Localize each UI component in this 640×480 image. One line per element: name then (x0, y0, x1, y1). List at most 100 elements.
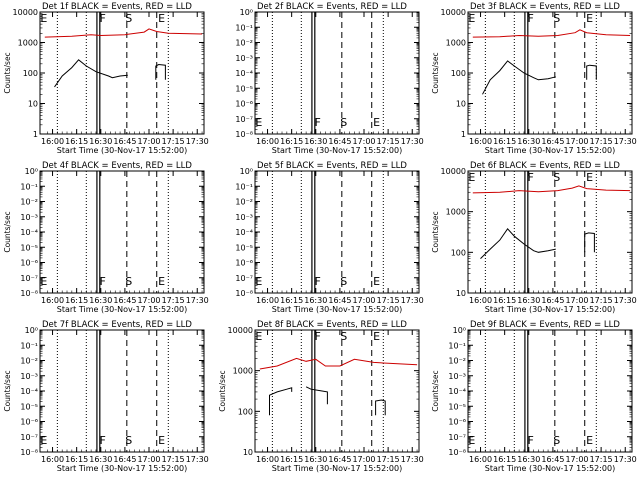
y-tick-label: 10⁰ (25, 167, 38, 176)
y-axis-label: Counts/sec (431, 52, 440, 93)
x-tick-label: 16:15 (280, 455, 303, 464)
x-tick-label: 16:00 (256, 455, 279, 464)
x-tick-label: 16:15 (65, 137, 88, 146)
phase-marker-f: F (528, 171, 534, 184)
events-series-line (54, 59, 166, 88)
plot-frame (39, 170, 205, 294)
phase-marker-s: S (553, 434, 560, 447)
y-tick-label: 10⁻⁶ (20, 259, 38, 268)
x-axis-label: Start Time (30-Nov-17 15:52:00) (485, 464, 615, 473)
y-tick-label: 1000 (446, 39, 466, 48)
y-tick-label: 10⁻² (20, 198, 38, 207)
y-tick-label: 10⁰ (453, 326, 466, 335)
y-tick-label: 10 (456, 289, 466, 298)
det-panel-4: Det 4f BLACK = Events, RED = LLD 10⁻⁸ 10⁻⁷… (3, 161, 209, 314)
y-tick-label: 10⁻³ (20, 372, 38, 381)
phase-marker-s: S (125, 275, 132, 288)
x-tick-label: 17:30 (614, 296, 637, 305)
x-tick-label: 16:00 (41, 137, 64, 146)
phase-marker-e: E (255, 116, 262, 129)
x-tick-label: 17:30 (401, 137, 424, 146)
x-tick-label: 16:45 (328, 455, 351, 464)
lld-series-line (472, 29, 631, 38)
x-tick-label: 16:45 (113, 455, 136, 464)
lld-series-line (259, 357, 418, 370)
phase-marker-s: S (553, 12, 560, 25)
x-tick-label: 16:30 (89, 137, 112, 146)
x-tick-label: 17:15 (377, 296, 400, 305)
x-tick-label: 17:00 (565, 296, 588, 305)
x-tick-label: 17:15 (590, 455, 613, 464)
det-panel-9: Det 9f BLACK = Events, RED = LLD 10⁻⁸ 10⁻⁷… (431, 320, 637, 473)
x-tick-label: 16:15 (65, 296, 88, 305)
x-tick-label: 16:00 (256, 137, 279, 146)
y-tick-label: 10⁻⁴ (235, 228, 253, 237)
x-axis-label: Start Time (30-Nov-17 15:52:00) (485, 146, 615, 155)
events-series-line (269, 386, 386, 416)
phase-marker-f: F (528, 434, 534, 447)
events-series-line (482, 60, 597, 95)
y-tick-label: 10⁻³ (448, 372, 466, 381)
plot-frame (254, 11, 420, 135)
det-panel-8: Det 8f BLACK = Events, RED = LLD 10 100 100… (218, 320, 424, 473)
x-tick-label: 16:15 (493, 296, 516, 305)
phase-marker-s: S (125, 12, 132, 25)
phase-marker-f: F (100, 275, 106, 288)
x-tick-label: 16:00 (41, 296, 64, 305)
x-tick-label: 17:15 (590, 296, 613, 305)
phase-marker-s: S (340, 116, 347, 129)
panel-title: Det 7f BLACK = Events, RED = LLD (42, 320, 192, 330)
phase-marker-e: E (40, 12, 47, 25)
phase-marker-f: F (315, 275, 321, 288)
plot-frame (254, 329, 420, 453)
phase-marker-e: E (40, 434, 47, 447)
plot-frame (467, 11, 633, 135)
y-tick-label: 10⁻⁵ (20, 243, 38, 252)
x-tick-label: 16:00 (256, 296, 279, 305)
y-tick-label: 10000 (441, 167, 466, 176)
phase-marker-s: S (340, 275, 347, 288)
y-tick-label: 10000 (441, 8, 466, 17)
x-tick-label: 17:30 (401, 296, 424, 305)
y-tick-label: 10⁻⁴ (20, 228, 38, 237)
phase-marker-f: F (315, 116, 321, 129)
phase-marker-f: F (528, 12, 534, 25)
y-tick-label: 10 (243, 448, 253, 457)
phase-marker-s: S (340, 330, 347, 343)
y-tick-label: 10000 (228, 326, 253, 335)
x-tick-label: 16:15 (493, 455, 516, 464)
phase-marker-e: E (586, 171, 593, 184)
x-tick-label: 16:45 (113, 296, 136, 305)
phase-marker-e: E (373, 330, 380, 343)
y-axis-label: Counts/sec (3, 370, 12, 411)
x-tick-label: 17:30 (186, 137, 209, 146)
y-tick-label: 10⁻⁸ (448, 448, 466, 457)
x-tick-label: 16:45 (541, 296, 564, 305)
det-panel-5: Det 5f BLACK = Events, RED = LLD 10⁻⁸ 10⁻⁷… (235, 161, 423, 314)
panel-title: Det 9f BLACK = Events, RED = LLD (470, 320, 620, 330)
x-tick-label: 16:00 (41, 455, 64, 464)
y-tick-label: 10⁻¹ (20, 182, 38, 191)
x-tick-label: 16:30 (89, 296, 112, 305)
phase-marker-e: E (586, 12, 593, 25)
y-tick-label: 10⁻⁶ (448, 418, 466, 427)
y-tick-label: 10⁻⁵ (235, 84, 253, 93)
x-tick-label: 16:00 (469, 296, 492, 305)
x-tick-label: 17:00 (137, 455, 160, 464)
y-tick-label: 10⁻⁴ (235, 69, 253, 78)
det-panel-2: Det 2f BLACK = Events, RED = LLD 10⁻⁸ 10⁻⁷… (235, 2, 423, 155)
y-tick-label: 10⁻² (235, 198, 253, 207)
y-axis-label: Counts/sec (218, 370, 227, 411)
plot-frame (39, 11, 205, 135)
panel-title: Det 5f BLACK = Events, RED = LLD (257, 161, 407, 171)
x-tick-label: 16:30 (304, 137, 327, 146)
x-tick-label: 16:30 (517, 455, 540, 464)
phase-marker-s: S (553, 171, 560, 184)
x-tick-label: 16:45 (328, 137, 351, 146)
y-tick-label: 10⁻² (20, 357, 38, 366)
x-tick-label: 16:45 (541, 455, 564, 464)
phase-marker-e: E (158, 12, 165, 25)
x-tick-label: 17:15 (377, 137, 400, 146)
x-tick-label: 16:15 (280, 137, 303, 146)
lld-series-line (472, 185, 631, 194)
